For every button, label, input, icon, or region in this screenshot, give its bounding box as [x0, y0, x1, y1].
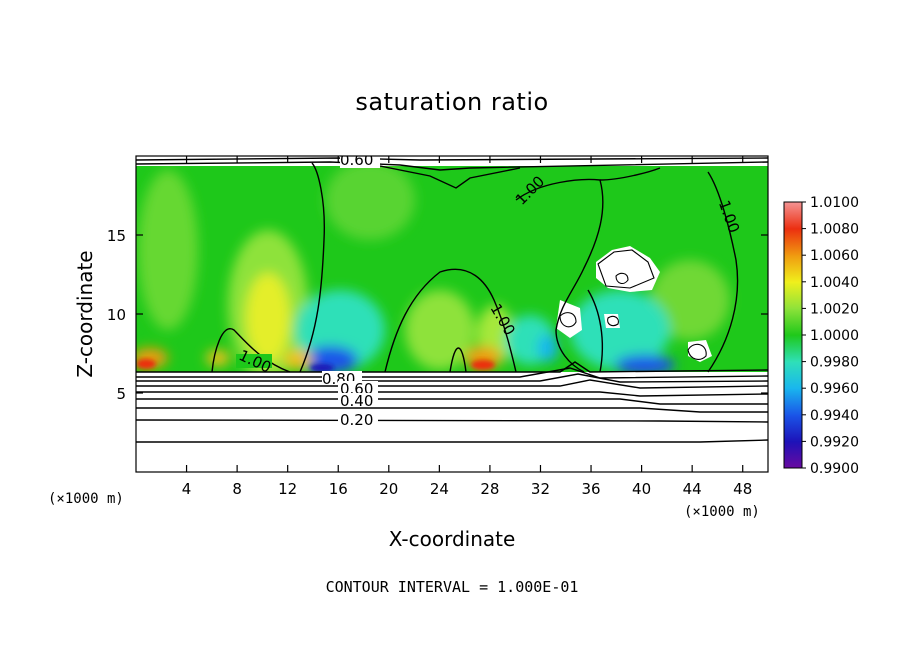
colorbar-label: 0.9920 [810, 434, 859, 450]
cyan-region-2 [570, 290, 670, 370]
colorbar-label: 0.9960 [810, 381, 859, 397]
contour-low-1 [136, 361, 768, 373]
orange-edge-4 [206, 350, 230, 366]
contour-white-5 [607, 315, 619, 327]
contour-low-2 [136, 367, 768, 379]
colorbar-label: 1.0100 [810, 195, 859, 211]
lower-dry-layer [136, 372, 768, 472]
colorbar-segment [784, 441, 802, 469]
contour-lines [136, 157, 768, 443]
colorbar-segment [784, 414, 802, 442]
orange-edge-2 [284, 350, 312, 370]
yellow-plume-3 [325, 160, 415, 240]
yellow-plume-core-1 [246, 273, 290, 363]
blue-region-3 [538, 334, 558, 362]
x-tick-label: 8 [232, 480, 242, 498]
colorbar-label: 1.0020 [810, 301, 859, 317]
contour-1-00-mid [299, 162, 326, 373]
red-edge-1 [136, 359, 156, 369]
x-tick-label: 44 [683, 480, 702, 498]
x-tick-label: 16 [329, 480, 348, 498]
colorbar-segment [784, 228, 802, 256]
contour-white-3 [559, 312, 577, 328]
x-tick-label: 28 [480, 480, 499, 498]
contour-1-00-far-right [707, 171, 739, 373]
colorbar-label: 1.0000 [810, 328, 859, 344]
contour-1-00-strip [587, 289, 604, 373]
heatmap-field: 0.60 1.00 0.80 0.60 0.40 0.20 1.00 1.00 … [136, 151, 768, 472]
colorbar-label: 0.9980 [810, 355, 859, 371]
contour-low-8 [136, 419, 768, 423]
colorbar-label: 0.9900 [810, 461, 859, 477]
contour-low-4 [136, 379, 768, 389]
y-axis-unit: (×1000 m) [48, 491, 124, 507]
x-tick-label: 12 [278, 480, 297, 498]
y-axis: 5 10 15 [107, 227, 768, 403]
x-axis-unit: (×1000 m) [684, 504, 760, 520]
x-tick-label: 48 [733, 480, 752, 498]
contour-white-4 [687, 343, 707, 360]
colorbar-label: 1.0080 [810, 222, 859, 238]
blue-region-2 [615, 355, 675, 375]
y-tick-label: 10 [107, 306, 126, 324]
colorbar-label: 0.9940 [810, 408, 859, 424]
contour-label-0-20: 0.20 [340, 411, 373, 429]
contour-1-00-arch [384, 268, 517, 373]
contour-top-2 [136, 161, 768, 171]
colorbar-segment [784, 281, 802, 309]
colorbar-label: 1.0060 [810, 248, 859, 264]
dark-blue-spot [310, 364, 334, 372]
contour-1-00-right-a [515, 178, 604, 373]
contour-interval-note: CONTOUR INTERVAL = 1.000E-01 [325, 578, 579, 596]
colorbar-segment [784, 202, 802, 230]
page-title: saturation ratio [355, 88, 549, 116]
contour-low-3 [136, 373, 768, 383]
white-patch-1 [596, 246, 660, 292]
contour-1-00-center [449, 347, 467, 373]
x-tick-label: 36 [581, 480, 600, 498]
colorbar-segment [784, 361, 802, 389]
red-edge-2 [471, 360, 495, 370]
yellow-plume-4 [405, 290, 475, 370]
yellow-plume-2 [138, 170, 198, 330]
colorbar-segment [784, 335, 802, 363]
x-tick-label: 24 [430, 480, 449, 498]
colorbar-segment [784, 388, 802, 416]
x-tick-label: 4 [182, 480, 192, 498]
colorbar-segment [784, 308, 802, 336]
x-axis: 4 8 12 16 20 24 28 32 36 40 44 48 [182, 156, 752, 498]
contour-label-top: 0.60 [340, 151, 373, 169]
contour-white-2 [615, 272, 629, 285]
x-tick-label: 40 [632, 480, 651, 498]
x-axis-title: X-coordinate [389, 527, 516, 551]
contour-low-9 [136, 439, 768, 443]
colorbar-label: 1.0040 [810, 275, 859, 291]
contour-white-1 [597, 249, 655, 289]
y-axis-title: Z-coordinate [73, 250, 97, 377]
colorbar: 0.9900 0.9920 0.9940 0.9960 0.9980 1.0000 1.00… [783, 195, 859, 477]
y-tick-label: 5 [116, 385, 126, 403]
yellow-plume-6 [650, 260, 730, 340]
contour-low-7 [136, 407, 768, 413]
contour-1-00-right-b [599, 167, 661, 181]
x-tick-label: 32 [531, 480, 550, 498]
colorbar-segment [784, 255, 802, 283]
y-tick-label: 15 [107, 227, 126, 245]
upper-dry-layer [136, 156, 768, 166]
x-tick-label: 20 [379, 480, 398, 498]
contour-label-0-40: 0.40 [340, 392, 373, 410]
contour-top-3 [379, 165, 521, 189]
